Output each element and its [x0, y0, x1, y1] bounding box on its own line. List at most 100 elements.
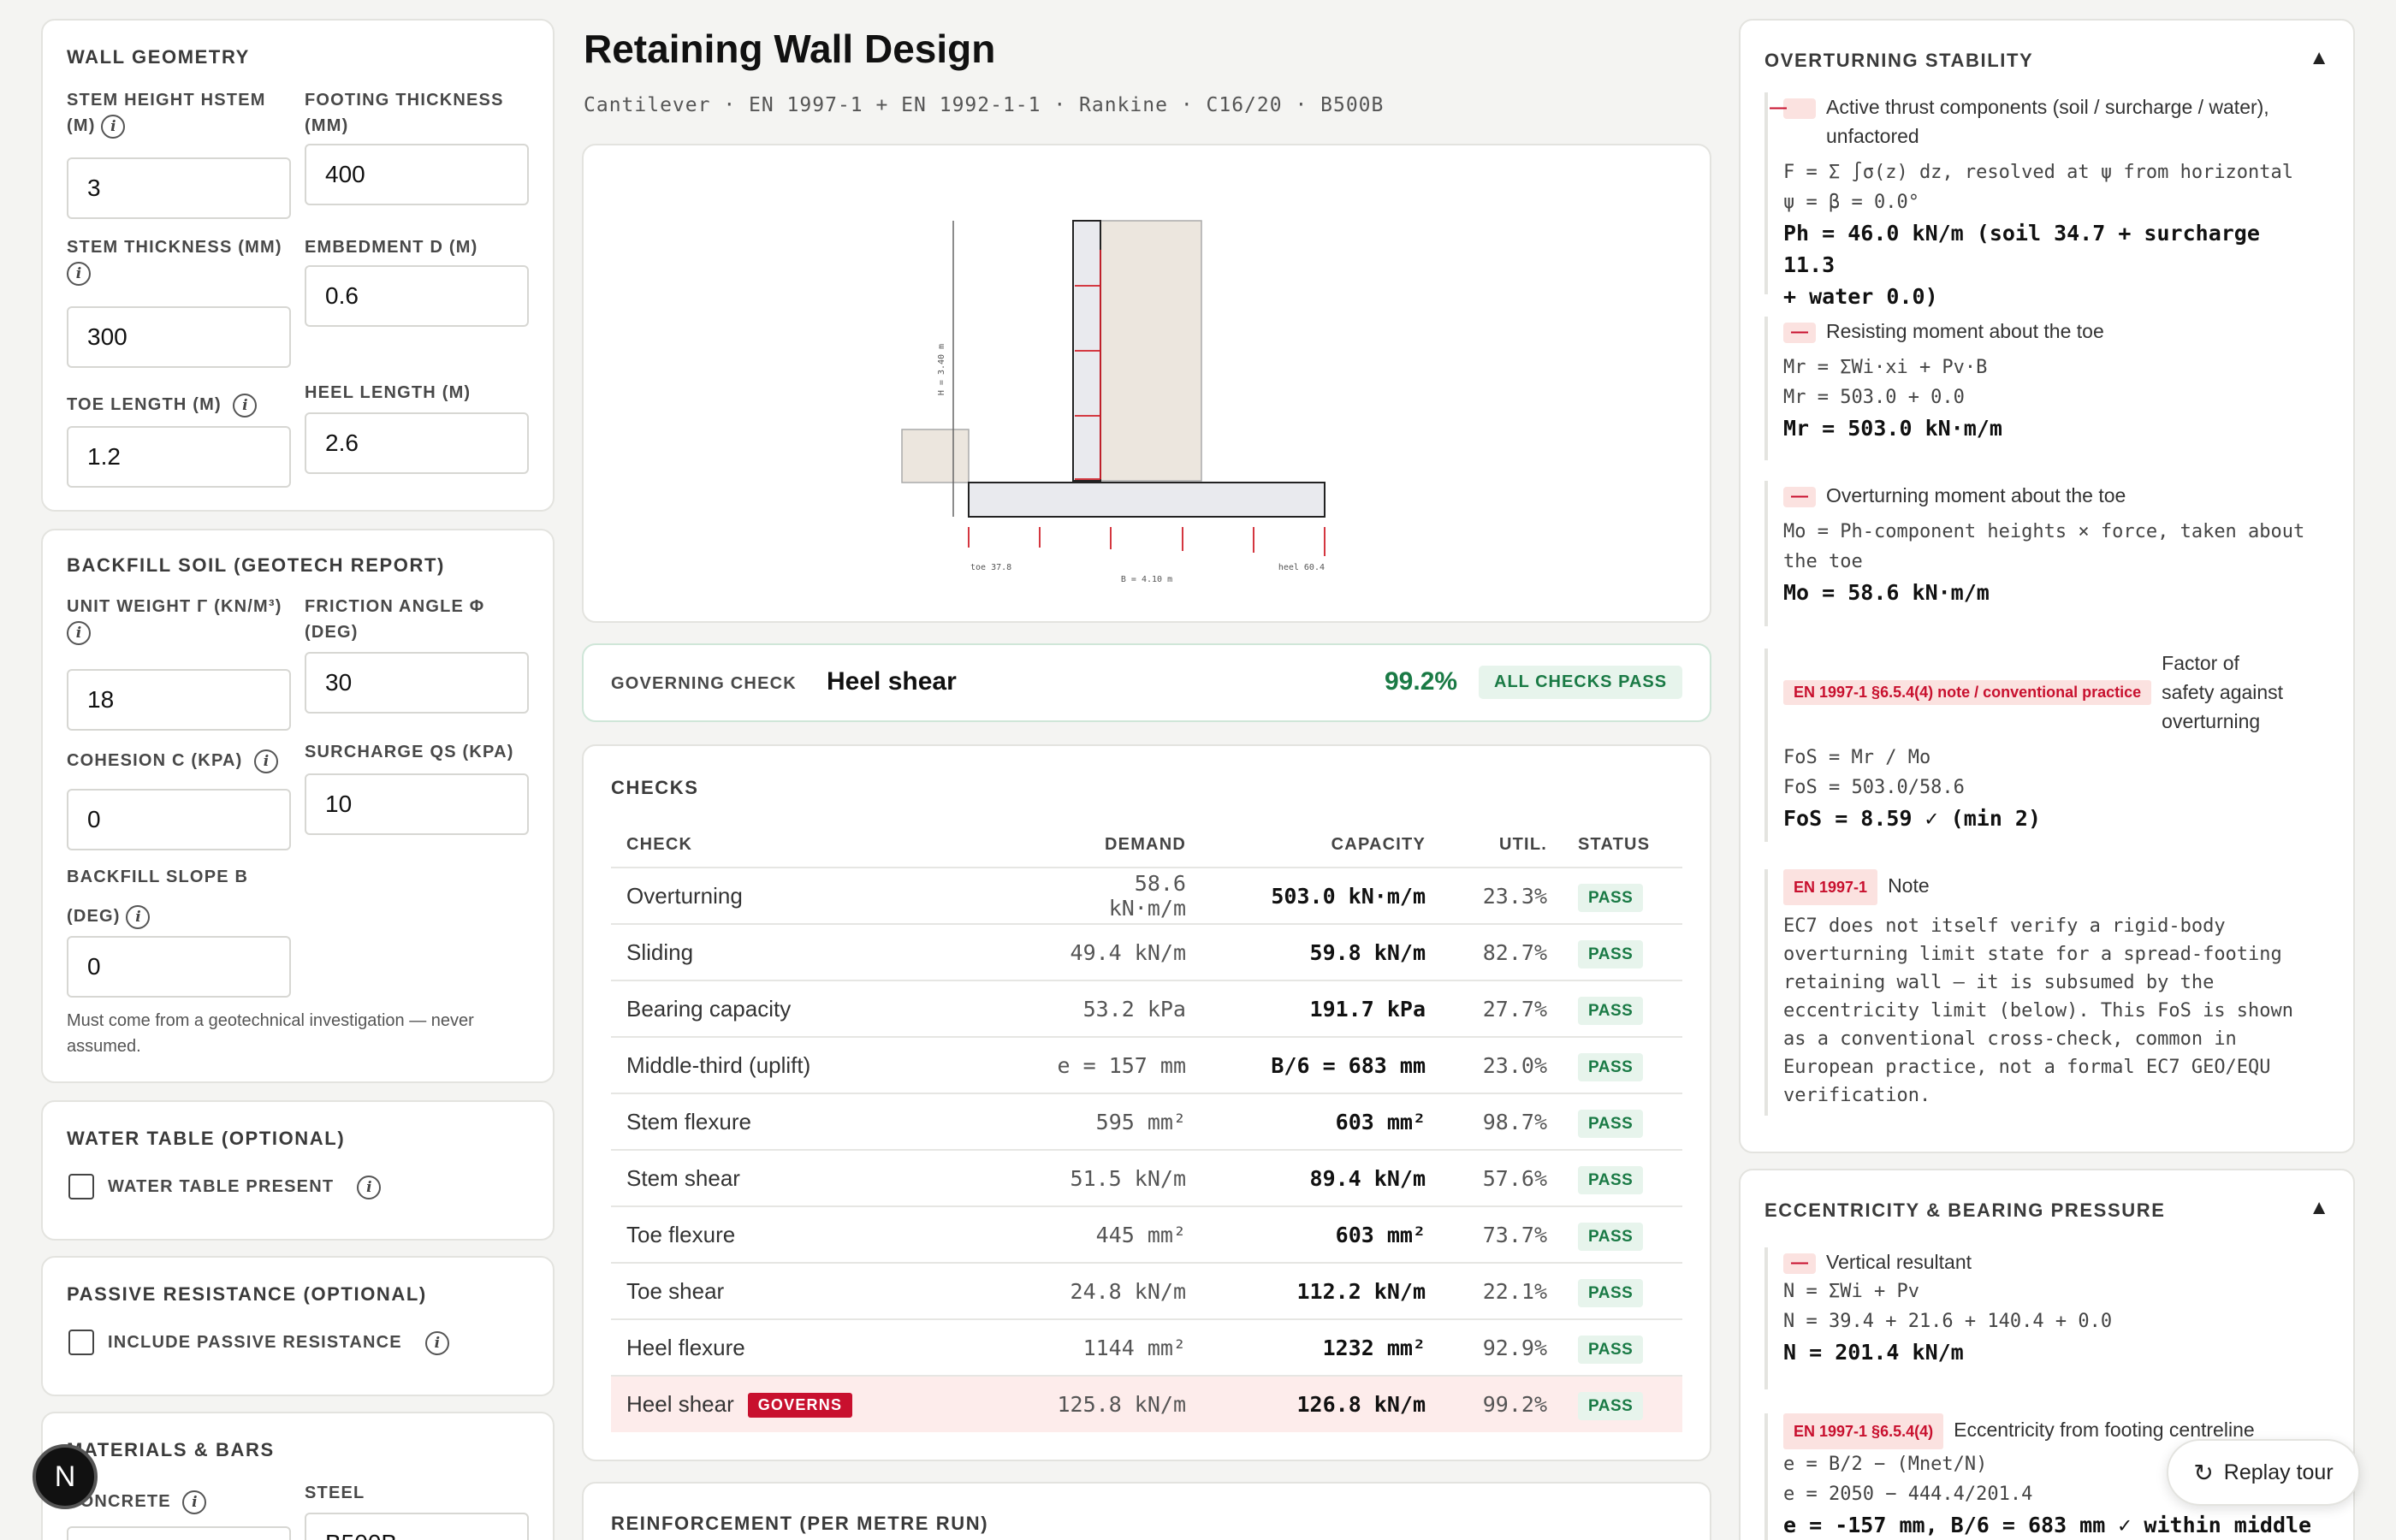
capacity-cell: 1232 mm²: [1201, 1318, 1441, 1376]
eccentricity-block: EN 1997-1 §6.5.4(4) Eccentricity from foo…: [1764, 1413, 2312, 1540]
toe-pressure-label: toe 37.8: [970, 563, 1011, 572]
check-name-cell: Sliding: [611, 923, 1030, 980]
backfill-soil-shape: [1100, 220, 1202, 482]
toe-length-input[interactable]: 1.2: [67, 426, 291, 488]
utilisation-cell: 82.7%: [1441, 923, 1563, 980]
info-icon[interactable]: i: [357, 1175, 382, 1199]
demand-cell: 49.4 kN/m: [1030, 923, 1201, 980]
status-badge: PASS: [1578, 1165, 1644, 1194]
stem-thickness-input[interactable]: 300: [67, 306, 291, 368]
surcharge-label: SURCHARGE QS (KPA): [305, 743, 514, 761]
status-cell: PASS: [1563, 923, 1682, 980]
table-row: Sliding 49.4 kN/m 59.8 kN/m 82.7% PASS: [611, 923, 1682, 980]
status-badge: PASS: [1578, 1278, 1644, 1307]
concrete-select[interactable]: [67, 1526, 291, 1540]
stem-height-input[interactable]: 3: [67, 157, 291, 219]
info-icon[interactable]: i: [233, 393, 258, 418]
capacity-cell: 503.0 kN·m/m: [1201, 867, 1441, 924]
overturning-heading: OVERTURNING STABILITY: [1764, 50, 2034, 71]
demand-cell: e = 157 mm: [1030, 1036, 1201, 1093]
friction-angle-label: FRICTION ANGLE Φ (DEG): [305, 597, 485, 642]
concrete-label: CONCRETE i: [67, 1489, 207, 1514]
check-name-cell: Overturning: [611, 867, 1030, 924]
utilisation-cell: 99.2%: [1441, 1375, 1563, 1432]
footing-thickness-label: FOOTING THICKNESS (MM): [305, 91, 504, 135]
status-badge: PASS: [1578, 1335, 1644, 1364]
materials-panel: MATERIALS & BARS CONCRETE i STEEL B500B⌄: [41, 1412, 555, 1540]
heel-pressure-label: heel 60.4: [1278, 563, 1325, 572]
column-header: UTIL.: [1499, 835, 1547, 854]
capacity-cell: 112.2 kN/m: [1201, 1262, 1441, 1319]
backfill-slope-input[interactable]: 0: [67, 936, 291, 998]
footing-thickness-input[interactable]: 400: [305, 144, 529, 205]
steel-label: STEEL: [305, 1484, 365, 1502]
info-icon[interactable]: i: [101, 114, 126, 139]
water-table-checkbox[interactable]: [68, 1174, 94, 1199]
demand-cell: 51.5 kN/m: [1030, 1149, 1201, 1206]
reinforcement-panel: REINFORCEMENT (PER METRE RUN): [582, 1482, 1711, 1540]
vertical-resultant-block: — Vertical resultant N = ΣWi + Pv N = 39.…: [1764, 1247, 2312, 1389]
checks-table: CHECK DEMAND CAPACITY UTIL. STATUS Overt…: [611, 823, 1682, 1432]
column-header: STATUS: [1578, 835, 1651, 854]
resisting-moment-block: — Resisting moment about the toe Mr = ΣWi…: [1764, 317, 2312, 460]
capacity-cell: 126.8 kN/m: [1201, 1375, 1441, 1432]
embedment-input[interactable]: 0.6: [305, 265, 529, 327]
ec7-note-text: EC7 does not itself verify a rigid-body o…: [1783, 915, 2294, 1106]
utilisation-cell: 23.0%: [1441, 1036, 1563, 1093]
capacity-cell: 603 mm²: [1201, 1205, 1441, 1263]
info-icon[interactable]: i: [67, 620, 91, 645]
stem-thickness-label: STEM THICKNESS (MM) i: [67, 234, 298, 286]
column-header: CHECK: [626, 835, 693, 854]
eccentricity-heading: ECCENTRICITY & BEARING PRESSURE: [1764, 1199, 2166, 1221]
replay-icon: ↻: [2193, 1459, 2214, 1486]
check-name-cell: Middle-third (uplift): [611, 1036, 1030, 1093]
info-icon[interactable]: i: [182, 1490, 207, 1514]
derivation-marker-icon: —: [1783, 1253, 1816, 1274]
avatar[interactable]: N: [33, 1444, 98, 1509]
unit-weight-input[interactable]: 18: [67, 669, 291, 731]
height-dimension-label: H = 3.40 m: [937, 344, 946, 395]
governing-check-bar: GOVERNING CHECK Heel shear 99.2% ALL CHE…: [582, 643, 1711, 722]
utilisation-cell: 27.7%: [1441, 980, 1563, 1037]
utilisation-cell: 92.9%: [1441, 1318, 1563, 1376]
check-name-cell: Toe flexure: [611, 1205, 1030, 1263]
status-cell: PASS: [1563, 1375, 1682, 1432]
bearing-pressure-arrows: [968, 527, 1326, 556]
governing-check-label: GOVERNING CHECK: [611, 674, 797, 693]
heel-length-input[interactable]: 2.6: [305, 412, 529, 474]
water-table-panel: WATER TABLE (OPTIONAL) WATER TABLE PRESE…: [41, 1100, 555, 1241]
wall-geometry-panel: WALL GEOMETRY STEM HEIGHT HSTEM (M) i 3 F…: [41, 19, 555, 512]
overturning-panel: OVERTURNING STABILITY ▲: [1739, 19, 2355, 1153]
info-icon[interactable]: i: [254, 749, 279, 773]
derivation-marker-icon: —: [1783, 486, 1816, 507]
column-header: CAPACITY: [1331, 835, 1426, 854]
backfill-soil-panel: BACKFILL SOIL (GEOTECH REPORT) UNIT WEIG…: [41, 529, 555, 1083]
capacity-cell: B/6 = 683 mm: [1201, 1036, 1441, 1093]
demand-cell: 445 mm²: [1030, 1205, 1201, 1263]
status-cell: PASS: [1563, 1262, 1682, 1319]
chevron-down-icon: ⌄: [493, 1532, 508, 1540]
info-icon[interactable]: i: [67, 261, 91, 286]
status-badge: PASS: [1578, 996, 1644, 1025]
info-icon[interactable]: i: [424, 1330, 449, 1355]
friction-angle-input[interactable]: 30: [305, 652, 529, 714]
table-row: Toe flexure 445 mm² 603 mm² 73.7% PASS: [611, 1205, 1682, 1263]
cohesion-input[interactable]: 0: [67, 789, 291, 850]
all-checks-pass-badge: ALL CHECKS PASS: [1479, 666, 1683, 699]
info-icon[interactable]: i: [126, 904, 151, 929]
column-header: DEMAND: [1105, 835, 1186, 854]
checks-heading: CHECKS: [611, 777, 699, 798]
collapse-icon[interactable]: ▲: [2309, 1196, 2329, 1219]
replay-tour-button[interactable]: ↻ Replay tour: [2167, 1439, 2360, 1506]
collapse-icon[interactable]: ▲: [2309, 46, 2329, 69]
steel-select[interactable]: B500B⌄: [305, 1513, 529, 1540]
passive-resistance-checkbox[interactable]: [68, 1330, 94, 1355]
utilisation-cell: 57.6%: [1441, 1149, 1563, 1206]
capacity-cell: 59.8 kN/m: [1201, 923, 1441, 980]
checks-panel: CHECKS CHECK DEMAND CAPACITY UTIL. STATU…: [582, 744, 1711, 1461]
code-reference-badge: EN 1997-1: [1783, 869, 1878, 905]
surcharge-input[interactable]: 10: [305, 773, 529, 835]
status-badge: PASS: [1578, 1052, 1644, 1081]
table-row: Stem flexure 595 mm² 603 mm² 98.7% PASS: [611, 1093, 1682, 1150]
wall-diagram-panel: H = 3.40 m toe 37.8 heel 60.4 B = 4.10 m: [582, 144, 1711, 623]
